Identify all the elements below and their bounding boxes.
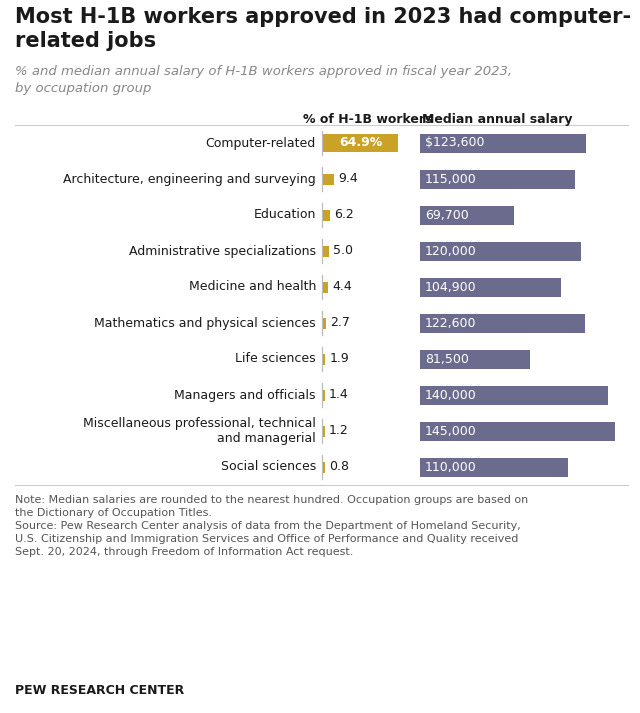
Bar	[323, 354, 325, 364]
Text: % of H-1B workers: % of H-1B workers	[303, 113, 433, 126]
Text: 6.2: 6.2	[334, 208, 354, 222]
Text: 122,600: 122,600	[425, 317, 477, 329]
Text: 64.9%: 64.9%	[339, 136, 382, 150]
Text: 145,000: 145,000	[425, 424, 477, 438]
Text: 110,000: 110,000	[425, 461, 477, 473]
Text: Note: Median salaries are rounded to the nearest hundred. Occupation groups are : Note: Median salaries are rounded to the…	[15, 495, 528, 505]
Bar	[323, 389, 325, 401]
Text: 1.2: 1.2	[329, 424, 349, 438]
Text: Source: Pew Research Center analysis of data from the Department of Homeland Sec: Source: Pew Research Center analysis of …	[15, 521, 521, 531]
Text: Mathematics and physical sciences: Mathematics and physical sciences	[94, 317, 316, 329]
Text: Medicine and health: Medicine and health	[189, 280, 316, 294]
Text: 2.7: 2.7	[330, 317, 350, 329]
Bar	[420, 349, 530, 369]
Text: 104,900: 104,900	[425, 280, 477, 294]
Bar	[323, 317, 326, 329]
Text: 120,000: 120,000	[425, 245, 477, 257]
Bar	[323, 461, 325, 473]
Text: Sept. 20, 2024, through Freedom of Information Act request.: Sept. 20, 2024, through Freedom of Infor…	[15, 547, 353, 557]
Bar	[323, 426, 325, 436]
Text: Miscellaneous professional, technical
and managerial: Miscellaneous professional, technical an…	[83, 417, 316, 445]
Text: Life sciences: Life sciences	[236, 352, 316, 366]
Text: 81,500: 81,500	[425, 352, 469, 366]
Text: Most H-1B workers approved in 2023 had computer-
related jobs: Most H-1B workers approved in 2023 had c…	[15, 7, 631, 51]
Text: 115,000: 115,000	[425, 173, 477, 185]
Bar	[323, 245, 329, 257]
Text: Architecture, engineering and surveying: Architecture, engineering and surveying	[63, 173, 316, 185]
Text: Social sciences: Social sciences	[221, 461, 316, 473]
Text: Managers and officials: Managers and officials	[175, 389, 316, 401]
Text: PEW RESEARCH CENTER: PEW RESEARCH CENTER	[15, 684, 184, 697]
Text: % and median annual salary of H-1B workers approved in fiscal year 2023,
by occu: % and median annual salary of H-1B worke…	[15, 65, 512, 95]
Bar	[323, 173, 334, 185]
Text: Education: Education	[253, 208, 316, 222]
Bar	[420, 277, 561, 297]
Text: U.S. Citizenship and Immigration Services and Office of Performance and Quality : U.S. Citizenship and Immigration Service…	[15, 534, 518, 544]
Text: Computer-related: Computer-related	[205, 136, 316, 150]
Text: 69,700: 69,700	[425, 208, 468, 222]
Bar	[420, 205, 514, 225]
Text: 1.9: 1.9	[329, 352, 349, 366]
Bar	[420, 421, 615, 441]
Text: 4.4: 4.4	[332, 280, 352, 294]
Text: Administrative specializations: Administrative specializations	[129, 245, 316, 257]
Bar	[323, 134, 398, 152]
Bar	[420, 458, 568, 476]
Bar	[420, 386, 608, 404]
Bar	[323, 282, 328, 292]
Bar	[420, 242, 581, 260]
Text: 140,000: 140,000	[425, 389, 477, 401]
Text: 1.4: 1.4	[329, 389, 349, 401]
Text: 9.4: 9.4	[338, 173, 358, 185]
Bar	[420, 133, 586, 153]
Text: 5.0: 5.0	[333, 245, 353, 257]
Text: 0.8: 0.8	[329, 461, 349, 473]
Text: the Dictionary of Occupation Titles.: the Dictionary of Occupation Titles.	[15, 508, 212, 518]
Text: Median annual salary: Median annual salary	[422, 113, 573, 126]
Bar	[420, 314, 585, 332]
Bar	[420, 170, 575, 188]
Text: $123,600: $123,600	[425, 136, 484, 150]
Bar	[323, 210, 330, 220]
